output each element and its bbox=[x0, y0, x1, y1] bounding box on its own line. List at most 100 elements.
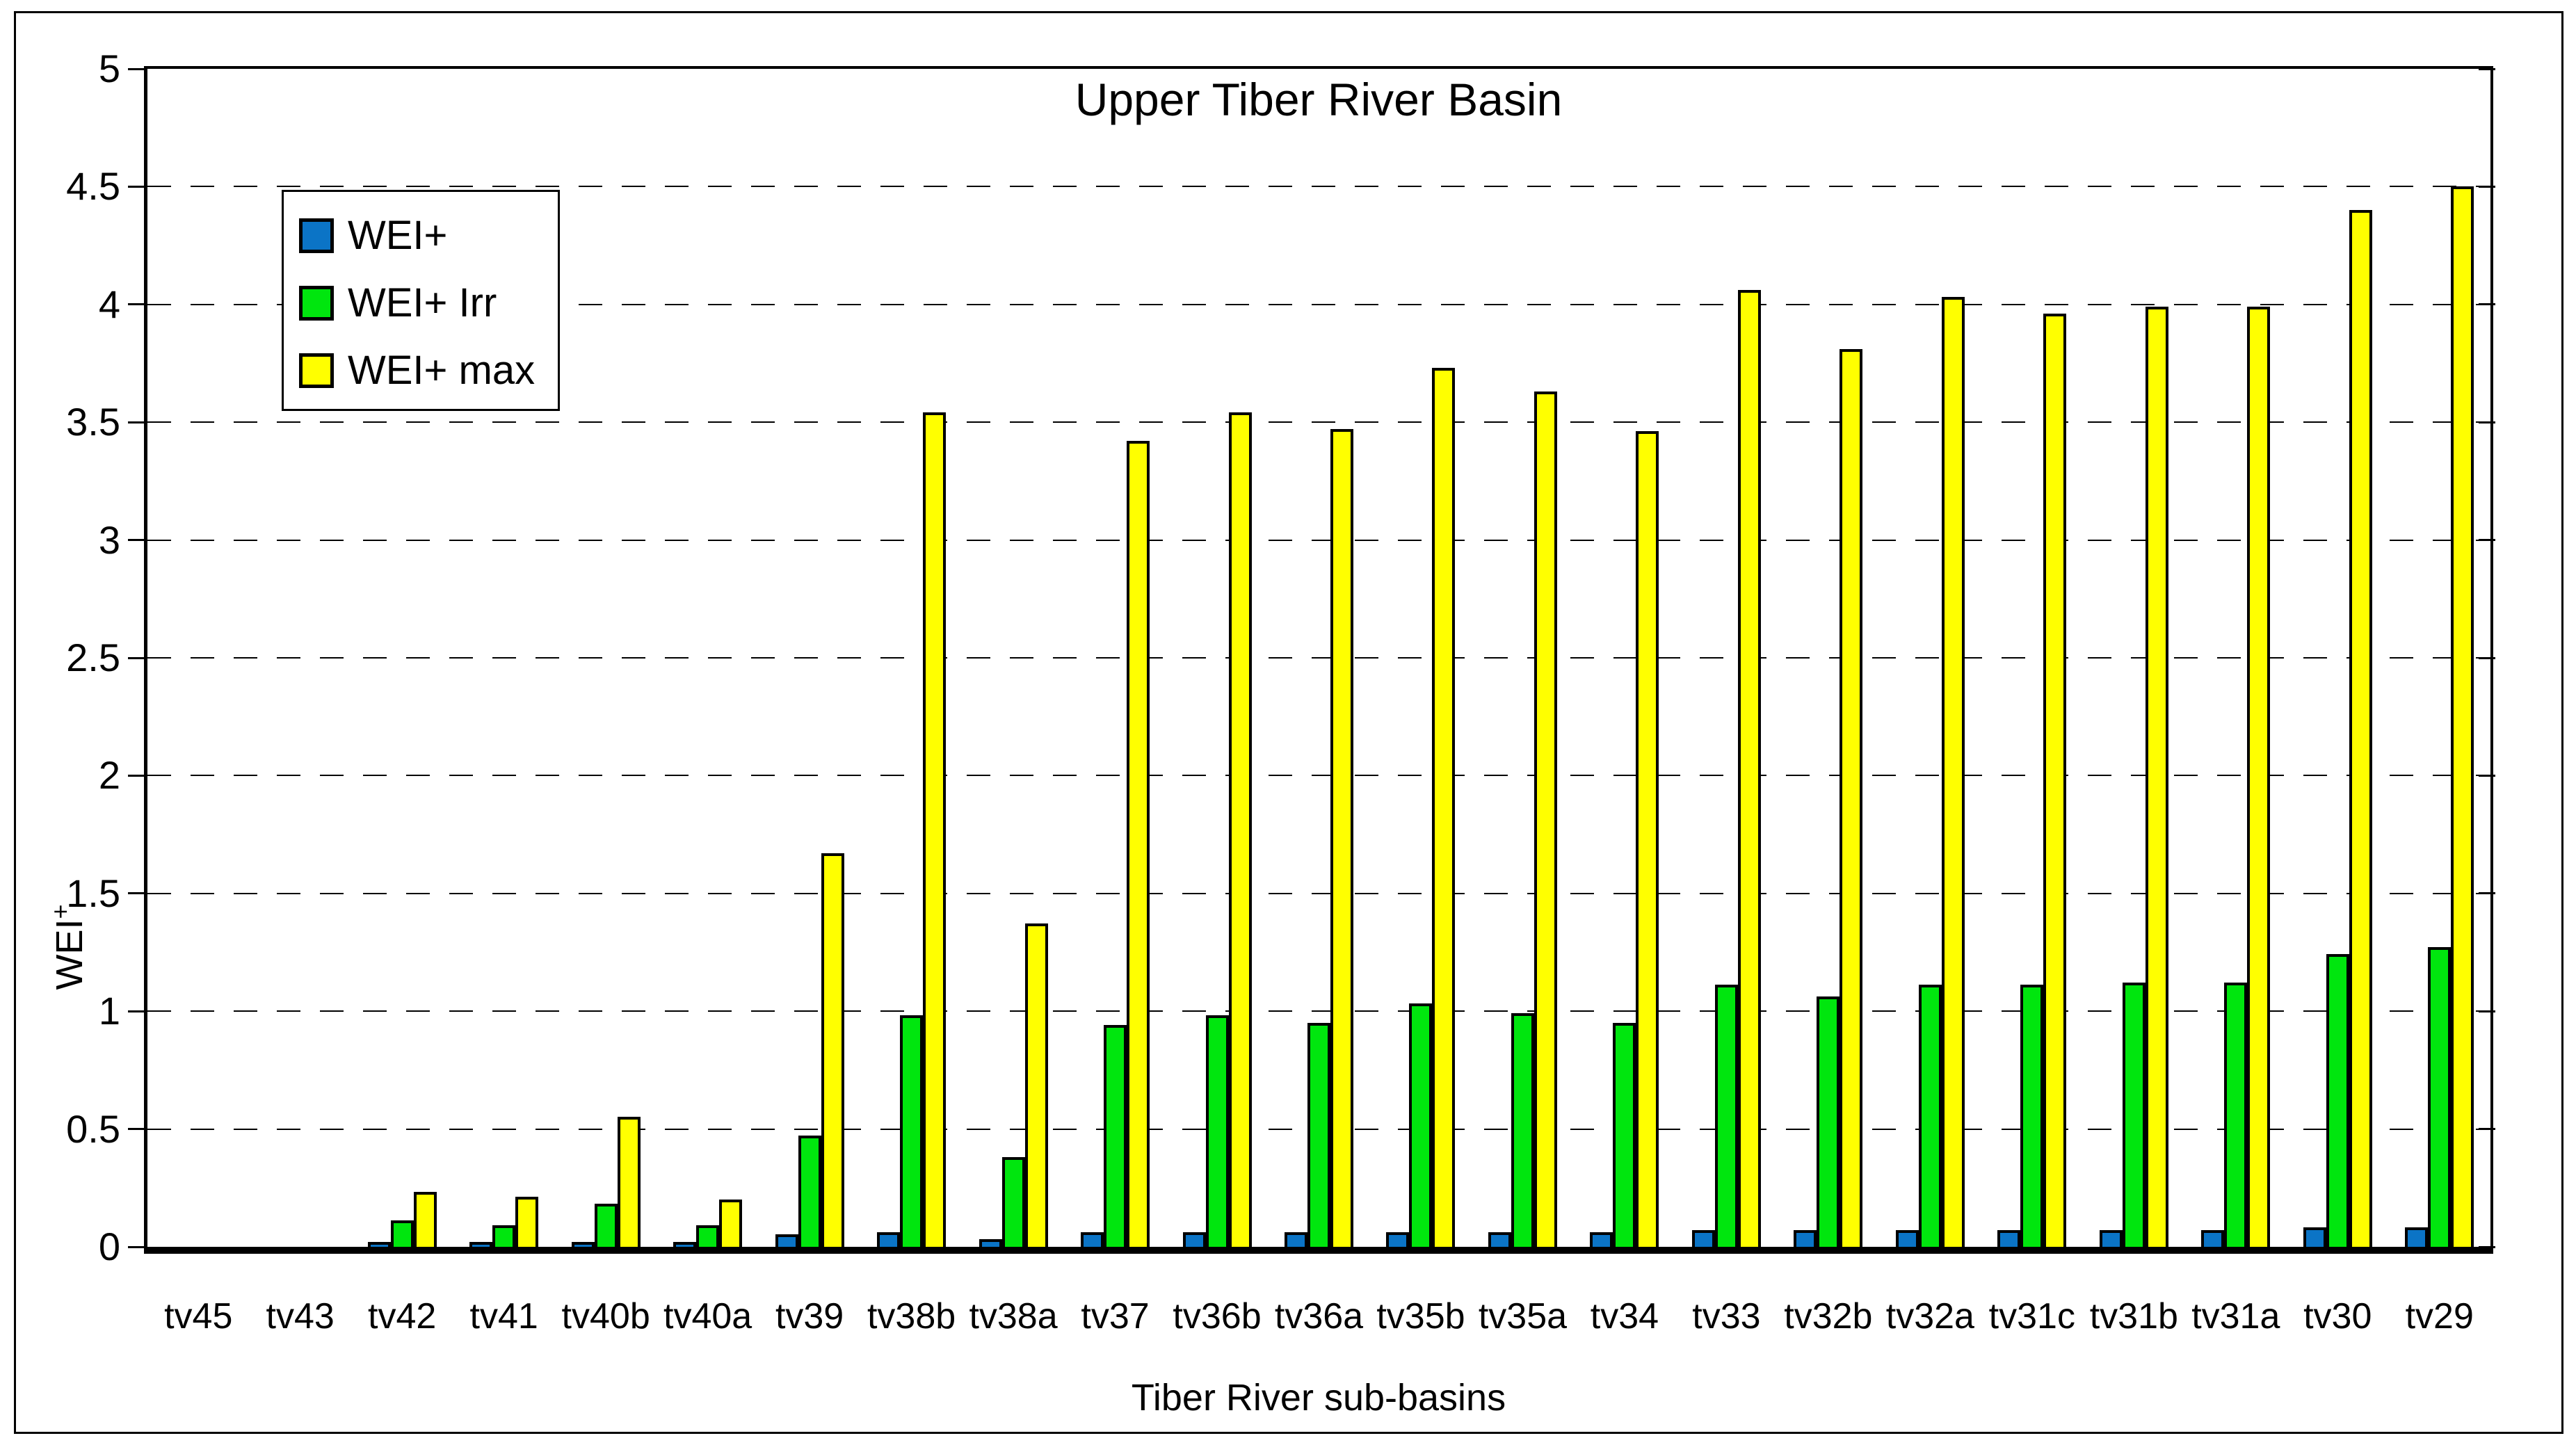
legend-swatch-wei-max bbox=[299, 353, 334, 388]
bar-tv29-0 bbox=[2405, 1227, 2429, 1247]
y-axis-tick bbox=[128, 892, 145, 895]
bar-tv40a-0 bbox=[673, 1241, 697, 1247]
x-axis-tick-label: tv31c bbox=[1988, 1296, 2075, 1337]
bar-tv38a-0 bbox=[979, 1239, 1002, 1247]
bar-tv36b-1 bbox=[1205, 1015, 1229, 1247]
bar-tv39-1 bbox=[798, 1136, 821, 1247]
y-axis-tick bbox=[128, 1010, 145, 1012]
gridline bbox=[147, 303, 2490, 305]
bar-tv35b-1 bbox=[1409, 1003, 1433, 1247]
bar-tv32b-1 bbox=[1817, 996, 1840, 1247]
legend-swatch-wei bbox=[299, 218, 334, 253]
bar-tv36b-0 bbox=[1182, 1232, 1206, 1247]
bar-tv31c-0 bbox=[1997, 1229, 2021, 1247]
y-axis-tick bbox=[2479, 303, 2495, 306]
y-axis-tick bbox=[2479, 1245, 2495, 1248]
bar-tv40b-1 bbox=[594, 1204, 618, 1247]
y-axis-tick bbox=[128, 67, 145, 70]
y-axis-tick-label: 2.5 bbox=[66, 636, 120, 679]
x-axis-tick-label: tv30 bbox=[2303, 1296, 2372, 1337]
x-axis-tick-label: tv36b bbox=[1173, 1296, 1262, 1337]
bar-tv30-1 bbox=[2326, 954, 2349, 1247]
x-axis-tick-label: tv34 bbox=[1590, 1296, 1659, 1337]
bar-tv35a-0 bbox=[1488, 1232, 1511, 1247]
bar-tv31c-2 bbox=[2043, 313, 2067, 1247]
bar-tv29-2 bbox=[2451, 186, 2474, 1247]
bar-tv38b-0 bbox=[877, 1232, 901, 1247]
y-axis-tick bbox=[128, 1128, 145, 1131]
legend-swatch-wei-irr bbox=[299, 285, 334, 321]
bar-tv31a-2 bbox=[2247, 306, 2271, 1247]
bar-tv42-2 bbox=[413, 1192, 437, 1247]
bar-tv37-1 bbox=[1104, 1024, 1127, 1247]
bar-tv35a-2 bbox=[1533, 391, 1557, 1247]
x-axis-tick-label: tv40a bbox=[663, 1296, 752, 1337]
bar-tv32b-0 bbox=[1794, 1229, 1817, 1247]
bar-tv34-1 bbox=[1613, 1022, 1636, 1247]
legend-label-wei-irr: WEI+ Irr bbox=[348, 280, 497, 325]
y-axis-tick bbox=[2479, 892, 2495, 895]
y-axis-tick bbox=[2479, 421, 2495, 423]
x-axis-tick-label: tv43 bbox=[266, 1296, 335, 1337]
x-axis-tick-label: tv33 bbox=[1692, 1296, 1761, 1337]
y-axis-tick-label: 2 bbox=[98, 753, 120, 798]
bar-tv39-0 bbox=[775, 1234, 798, 1247]
bar-tv35b-2 bbox=[1432, 367, 1456, 1247]
y-axis-tick bbox=[128, 774, 145, 777]
bar-tv37-2 bbox=[1127, 440, 1150, 1247]
bar-tv34-0 bbox=[1590, 1232, 1613, 1247]
bar-tv38b-2 bbox=[923, 412, 947, 1247]
x-axis-tick-label: tv32a bbox=[1885, 1296, 1974, 1337]
bar-tv31c-1 bbox=[2020, 985, 2044, 1247]
y-axis-tick bbox=[2479, 774, 2495, 777]
legend: WEI+ WEI+ Irr WEI+ max bbox=[282, 190, 560, 411]
bar-tv40b-0 bbox=[571, 1241, 595, 1247]
y-axis-tick bbox=[128, 539, 145, 542]
bar-tv37-0 bbox=[1081, 1232, 1104, 1247]
bar-tv41-2 bbox=[515, 1197, 539, 1247]
y-axis-tick-labels: 0 0.5 1 1.5 2 2.5 3 3.5 4 4.5 5 bbox=[0, 47, 144, 1268]
x-axis-tick-label: tv35a bbox=[1478, 1296, 1568, 1337]
bar-tv41-1 bbox=[492, 1225, 516, 1247]
y-axis-tick bbox=[128, 1245, 145, 1248]
bar-tv32a-1 bbox=[1918, 985, 1942, 1247]
y-axis-tick-label: 1.5 bbox=[66, 871, 120, 915]
y-axis-tick bbox=[128, 185, 145, 188]
legend-item-wei-max: WEI+ max bbox=[284, 337, 558, 404]
y-axis-tick-label: 5 bbox=[98, 47, 120, 90]
legend-label-wei: WEI+ bbox=[348, 213, 448, 258]
gridline bbox=[147, 892, 2490, 894]
y-axis-tick-label: 4 bbox=[98, 282, 120, 326]
x-axis-tick-labels: tv45 tv43 tv42 tv41 tv40b tv40a tv39 tv38b tv38a… bbox=[147, 1292, 2490, 1341]
bar-tv31b-0 bbox=[2099, 1229, 2123, 1247]
x-axis-tick-label: tv45 bbox=[164, 1296, 233, 1337]
gridline bbox=[147, 657, 2490, 659]
x-axis-tick-label: tv37 bbox=[1081, 1296, 1150, 1337]
legend-item-wei: WEI+ bbox=[284, 202, 558, 269]
y-axis-tick bbox=[128, 656, 145, 659]
bar-tv34-2 bbox=[1636, 431, 1659, 1247]
x-axis-title: Tiber River sub-basins bbox=[1131, 1377, 1506, 1419]
bar-tv30-0 bbox=[2303, 1227, 2326, 1247]
bar-tv42-0 bbox=[367, 1241, 391, 1247]
gridline bbox=[147, 421, 2490, 423]
y-axis-tick bbox=[128, 421, 145, 423]
x-axis-tick-label: tv40b bbox=[561, 1296, 650, 1337]
bar-tv35a-1 bbox=[1511, 1012, 1534, 1247]
bar-tv29-1 bbox=[2428, 947, 2452, 1247]
bar-tv41-0 bbox=[469, 1241, 493, 1247]
bar-tv36a-2 bbox=[1330, 428, 1353, 1247]
bar-tv40a-2 bbox=[719, 1199, 743, 1247]
bar-tv33-0 bbox=[1691, 1229, 1715, 1247]
x-axis-tick-label: tv31b bbox=[2089, 1296, 2178, 1337]
plot-area bbox=[128, 66, 2495, 1254]
bar-tv32b-2 bbox=[1840, 348, 1863, 1247]
bar-tv35b-0 bbox=[1386, 1232, 1410, 1247]
gridline bbox=[147, 1010, 2490, 1012]
x-axis-tick-label: tv35b bbox=[1376, 1296, 1465, 1337]
legend-item-wei-irr: WEI+ Irr bbox=[284, 269, 558, 337]
y-axis-tick-label: 0.5 bbox=[66, 1106, 120, 1151]
gridline bbox=[147, 775, 2490, 777]
bar-tv36a-0 bbox=[1285, 1232, 1307, 1247]
bar-tv38a-2 bbox=[1024, 923, 1048, 1247]
